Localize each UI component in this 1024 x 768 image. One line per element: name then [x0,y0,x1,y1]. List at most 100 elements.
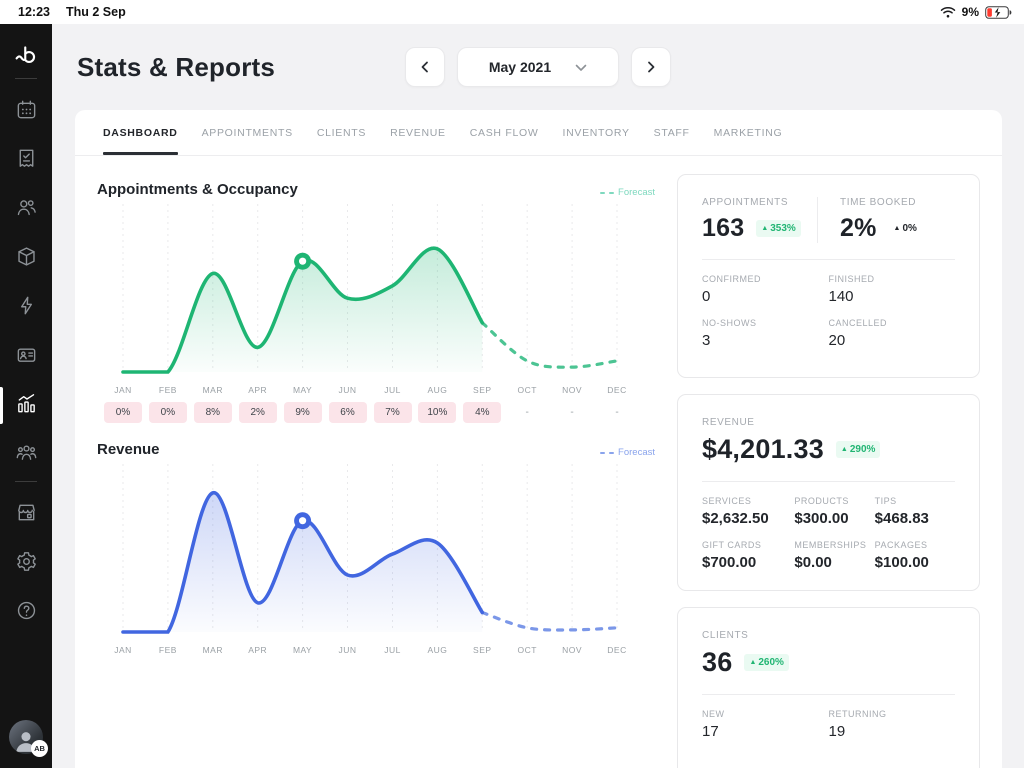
occupancy-month-jun: JUN [338,385,356,395]
clients-card: CLIENTS 36 ▲260% NEW 17 RET [677,607,980,768]
sidebar-item-clients[interactable] [0,185,52,234]
battery-percent: 9% [962,5,979,19]
id-card-icon [15,343,38,371]
occupancy-month-dec: DEC [607,385,626,395]
time-booked-label: TIME BOOKED [840,197,955,208]
occupancy-month-jan: JAN [114,385,132,395]
occupancy-month-feb: FEB [159,385,177,395]
occupancy-month-mar: MAR [203,385,223,395]
revenue-month-oct: OCT [517,645,536,655]
chevron-down-icon [575,59,587,75]
packages-stat: PACKAGES $100.00 [875,540,955,571]
occupancy-badge-nov: - [553,402,591,423]
occupancy-badge-may: 9% [284,402,322,423]
sidebar-item-calendar[interactable] [0,87,52,136]
tab-cash-flow[interactable]: CASH FLOW [458,110,551,155]
staff-icon [15,441,38,469]
battery-charging-icon [985,6,1012,19]
lightning-icon [15,294,38,322]
occupancy-month-may: MAY [293,385,312,395]
appointments-card: APPOINTMENTS 163 ▲353% TIME BOOKED 2% [677,174,980,378]
time-booked-delta: ▲0% [889,220,922,237]
occupancy-chart-section: Appointments & Occupancy Forecast JAN FEB… [97,174,655,424]
occupancy-badge-oct: - [508,402,546,423]
occupancy-forecast-legend: Forecast [600,187,655,198]
calendar-icon [15,98,38,126]
tab-revenue[interactable]: REVENUE [378,110,458,155]
products-stat: PRODUCTS $300.00 [794,496,874,527]
status-time: 12:23 [18,5,50,19]
time-booked-value: 2% [840,214,877,243]
revenue-month-may: MAY [293,645,312,655]
clients-value: 36 [702,647,732,678]
revenue-chart-section: Revenue Forecast JANFEBMARAPRMAYJUNJULAU… [97,434,655,658]
revenue-month-jun: JUN [338,645,356,655]
occupancy-badge-dec: - [598,402,636,423]
occupancy-chart-svg: JANFEBMARAPRMAYJUNJULAUGSEPOCTNOVDEC [97,198,655,398]
next-month-button[interactable] [631,47,671,87]
occupancy-badge-jul: 7% [374,402,412,423]
tab-clients[interactable]: CLIENTS [305,110,378,155]
revenue-chart-svg: JANFEBMARAPRMAYJUNJULAUGSEPOCTNOVDEC [97,458,655,658]
revenue-selected-point[interactable] [294,512,311,529]
occupancy-month-aug: AUG [427,385,447,395]
user-avatar[interactable]: AB [9,720,43,754]
memberships-stat: MEMBERSHIPS $0.00 [794,540,874,571]
sidebar-item-help[interactable] [0,588,52,637]
revenue-month-sep: SEP [473,645,492,655]
sidebar-item-inventory[interactable] [0,234,52,283]
occupancy-badge-jan: 0% [104,402,142,423]
tab-staff[interactable]: STAFF [642,110,702,155]
occupancy-badge-row: 0%0%8%2%9%6%7%10%4%--- [97,402,655,424]
gift-cards-stat: GIFT CARDS $700.00 [702,540,794,571]
sidebar-item-settings[interactable] [0,539,52,588]
occupancy-selected-point[interactable] [294,253,311,270]
page-header: Stats & Reports May 2021 [52,24,1024,110]
tab-dashboard[interactable]: DASHBOARD [91,110,190,155]
occupancy-month-oct: OCT [517,385,536,395]
revenue-month-aug: AUG [427,645,447,655]
occupancy-month-nov: NOV [562,385,582,395]
avatar-initials-badge: AB [31,740,48,757]
confirmed-stat: CONFIRMED 0 [702,274,829,305]
tab-marketing[interactable]: MARKETING [702,110,795,155]
occupancy-badge-mar: 8% [194,402,232,423]
box-icon [15,245,38,273]
clients-delta: ▲260% [744,654,789,671]
services-stat: SERVICES $2,632.50 [702,496,794,527]
booksy-logo[interactable] [0,34,52,76]
occupancy-badge-apr: 2% [239,402,277,423]
sidebar-item-checkout[interactable] [0,136,52,185]
revenue-card: REVENUE $4,201.33 ▲290% SERVICES $2,632.… [677,394,980,591]
help-icon [15,599,38,627]
sidebar-divider [15,481,37,482]
stats-icon [15,392,38,420]
occupancy-chart[interactable]: JANFEBMARAPRMAYJUNJULAUGSEPOCTNOVDEC [97,198,655,398]
tab-inventory[interactable]: INVENTORY [550,110,641,155]
sidebar-item-marketplace[interactable] [0,490,52,539]
tab-appointments[interactable]: APPOINTMENTS [190,110,305,155]
revenue-month-nov: NOV [562,645,582,655]
sidebar-divider [15,78,37,79]
appointments-delta: ▲353% [756,220,801,237]
prev-month-button[interactable] [405,47,445,87]
report-tabs: DASHBOARDAPPOINTMENTSCLIENTSREVENUECASH … [75,110,1002,156]
appointments-value: 163 [702,214,744,243]
occupancy-chart-title: Appointments & Occupancy [97,181,298,198]
revenue-month-jan: JAN [114,645,132,655]
revenue-month-apr: APR [248,645,267,655]
wifi-icon [940,6,956,18]
occupancy-badge-jun: 6% [329,402,367,423]
occupancy-badge-aug: 10% [418,402,456,423]
month-select-button[interactable]: May 2021 [457,47,619,87]
sidebar-item-client-cards[interactable] [0,332,52,381]
revenue-delta: ▲290% [836,441,881,458]
revenue-month-mar: MAR [203,645,223,655]
sidebar-item-stats[interactable] [0,381,52,430]
revenue-month-dec: DEC [607,645,626,655]
page-title: Stats & Reports [77,52,275,83]
revenue-month-jul: JUL [384,645,401,655]
revenue-chart[interactable]: JANFEBMARAPRMAYJUNJULAUGSEPOCTNOVDEC [97,458,655,658]
sidebar-item-boost[interactable] [0,283,52,332]
sidebar-item-staff[interactable] [0,430,52,479]
